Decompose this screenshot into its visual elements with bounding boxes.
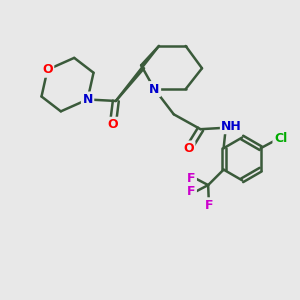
Text: O: O bbox=[42, 63, 53, 76]
Text: NH: NH bbox=[221, 120, 242, 133]
Text: F: F bbox=[187, 172, 196, 185]
Text: F: F bbox=[205, 199, 213, 212]
Text: N: N bbox=[149, 82, 160, 96]
Text: O: O bbox=[183, 142, 194, 155]
Text: N: N bbox=[82, 93, 93, 106]
Text: Cl: Cl bbox=[274, 132, 287, 145]
Text: F: F bbox=[187, 185, 196, 198]
Text: O: O bbox=[107, 118, 118, 131]
